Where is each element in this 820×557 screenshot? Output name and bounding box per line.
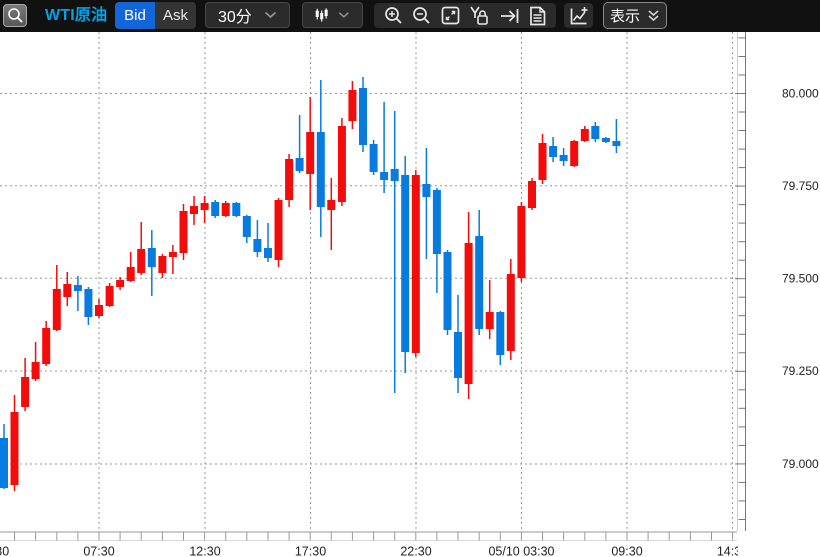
svg-text:79.000: 79.000	[782, 457, 819, 471]
svg-text:80.000: 80.000	[782, 87, 819, 101]
svg-text:79.500: 79.500	[782, 271, 819, 285]
svg-text:12:30: 12:30	[189, 545, 220, 557]
svg-text:21:30: 21:30	[0, 545, 9, 557]
svg-text:14:30: 14:30	[717, 545, 748, 557]
svg-text:09:30: 09:30	[611, 545, 642, 557]
svg-text:05/10 03:30: 05/10 03:30	[488, 545, 554, 557]
svg-text:07:30: 07:30	[83, 545, 114, 557]
svg-text:22:30: 22:30	[400, 545, 431, 557]
svg-text:17:30: 17:30	[295, 545, 326, 557]
svg-text:79.750: 79.750	[782, 179, 819, 193]
svg-text:79.250: 79.250	[782, 364, 819, 378]
